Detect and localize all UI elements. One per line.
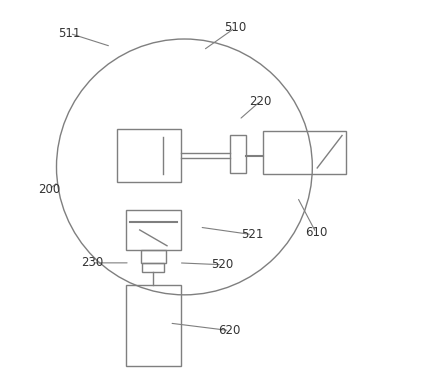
Text: 511: 511	[58, 27, 81, 40]
Text: 610: 610	[305, 226, 327, 239]
Bar	[126, 210, 181, 250]
Bar	[230, 135, 247, 172]
Text: 620: 620	[218, 324, 241, 337]
Text: 200: 200	[38, 183, 60, 196]
Bar	[263, 131, 346, 174]
Bar	[141, 250, 166, 263]
Text: 220: 220	[249, 95, 272, 108]
Bar	[117, 129, 181, 182]
Bar	[126, 285, 181, 366]
Text: 520: 520	[211, 258, 233, 271]
Text: 230: 230	[81, 256, 103, 269]
Text: 510: 510	[224, 21, 246, 34]
Bar	[142, 263, 164, 272]
Text: 521: 521	[241, 228, 263, 241]
